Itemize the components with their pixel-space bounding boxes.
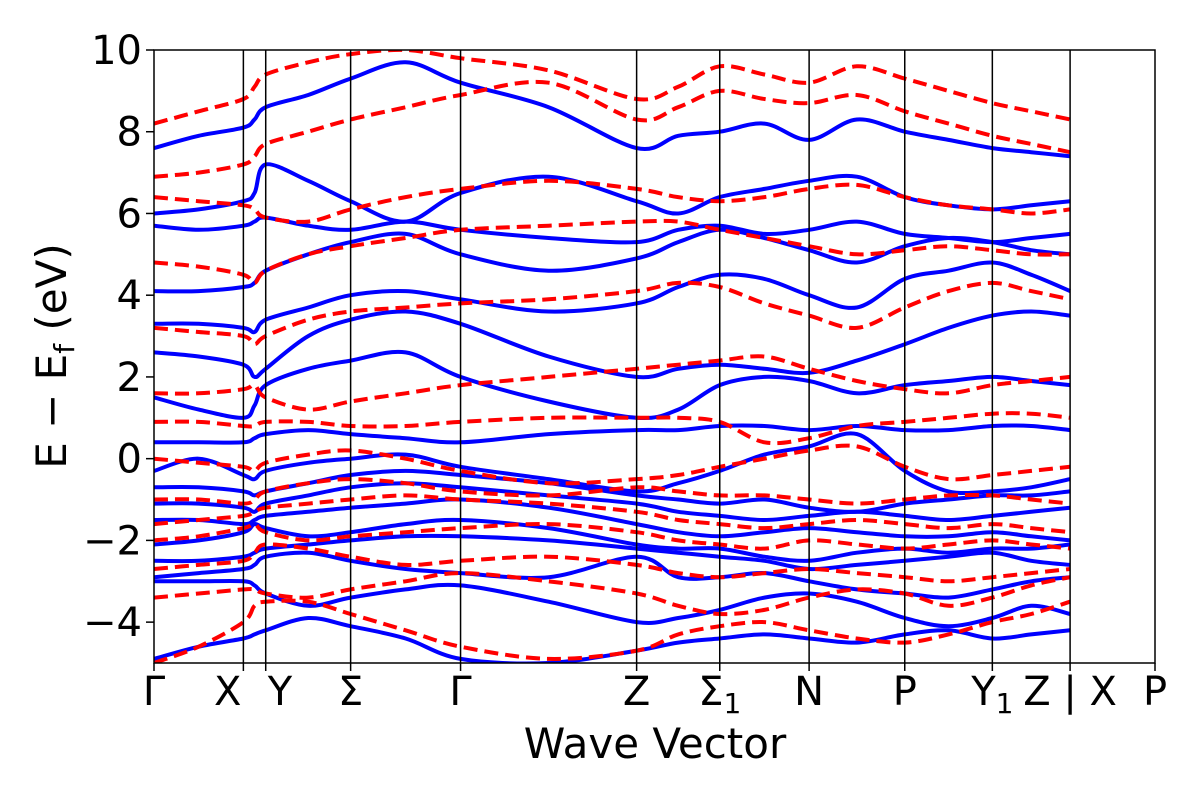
x-tick-label: Z | X bbox=[1023, 669, 1117, 715]
dashed-band-line bbox=[154, 50, 1071, 126]
dashed-band-line bbox=[154, 477, 1071, 506]
y-axis-label-unit: (eV) bbox=[27, 243, 76, 344]
y-axis-label-sub: f bbox=[48, 343, 81, 354]
solid-band-line bbox=[154, 550, 1071, 600]
plot-frame bbox=[153, 49, 1156, 664]
x-tick-label: X bbox=[214, 669, 241, 715]
x-tick-label: P bbox=[1143, 669, 1167, 715]
solid-band-line bbox=[154, 260, 1071, 335]
y-tick-label: 8 bbox=[117, 110, 142, 156]
y-axis-label: E − Ef (eV) bbox=[27, 243, 81, 469]
y-axis: −4 −2 0 2 4 6 8 10 bbox=[83, 28, 154, 646]
solid-band-line bbox=[154, 615, 1071, 663]
dashed-band-line bbox=[154, 443, 1071, 486]
y-tick-label: −2 bbox=[83, 518, 142, 564]
dashed-band-line bbox=[154, 178, 1071, 224]
y-tick-label: −4 bbox=[83, 600, 142, 646]
solid-band-line bbox=[154, 162, 1071, 224]
y-tick-label: 6 bbox=[117, 191, 142, 237]
x-axis: Γ X Y Σ Γ Z Σ1 N P Y1 Z | X P bbox=[143, 663, 1167, 720]
y-tick-label: 10 bbox=[91, 28, 142, 74]
band-lines bbox=[154, 50, 1071, 663]
dashed-band-line bbox=[154, 411, 1071, 446]
solid-band-line bbox=[154, 60, 1071, 159]
dashed-band-line bbox=[154, 354, 1071, 412]
x-axis-label: Wave Vector bbox=[524, 719, 787, 768]
x-tick-label: Σ1 bbox=[698, 669, 741, 720]
solid-band-line bbox=[154, 215, 1071, 245]
x-tick-label: Γ bbox=[143, 669, 166, 715]
x-tick-label: Γ bbox=[449, 669, 472, 715]
dashed-band-line bbox=[154, 542, 1071, 584]
y-tick-label: 4 bbox=[117, 273, 142, 319]
x-tick-label: Y bbox=[267, 669, 293, 715]
dashed-band-line bbox=[154, 521, 1071, 551]
dashed-band-line bbox=[154, 571, 1071, 617]
y-axis-label-main: E − E bbox=[27, 354, 76, 469]
dashed-band-line bbox=[154, 79, 1071, 179]
solid-band-line bbox=[154, 431, 1071, 496]
x-tick-label: Z bbox=[623, 669, 650, 715]
x-tick-label: Σ bbox=[338, 669, 363, 715]
solid-band-line bbox=[154, 423, 1071, 445]
x-tick-label: P bbox=[893, 669, 917, 715]
x-tick-label: N bbox=[794, 669, 824, 715]
solid-band-line bbox=[154, 578, 1071, 629]
solid-band-line bbox=[154, 349, 1071, 421]
solid-band-line bbox=[154, 517, 1071, 563]
dashed-band-line bbox=[154, 493, 1071, 535]
x-tick-label: Y1 bbox=[970, 669, 1013, 720]
y-tick-label: 2 bbox=[117, 355, 142, 401]
dashed-band-line bbox=[154, 280, 1071, 347]
dashed-band-line bbox=[154, 218, 1071, 285]
kpoint-lines bbox=[242, 50, 1071, 663]
y-tick-label: 0 bbox=[117, 437, 142, 483]
solid-band-line bbox=[154, 309, 1071, 380]
solid-band-line bbox=[154, 497, 1071, 543]
